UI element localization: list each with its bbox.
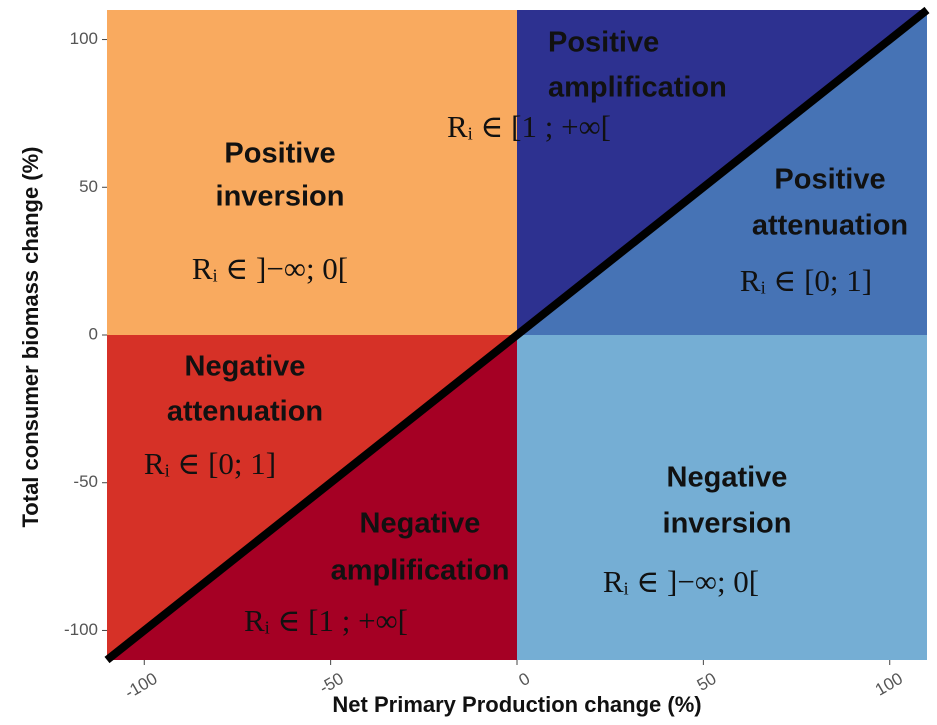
region-name: Negative bbox=[667, 462, 788, 494]
region-name: Positive bbox=[774, 164, 885, 196]
y-tick-label: -50 bbox=[73, 472, 98, 491]
region-ratio: Rᵢ ∈ [1 ; +∞[ bbox=[447, 109, 611, 144]
region-name: inversion bbox=[663, 508, 792, 540]
y-tick-label: -100 bbox=[64, 620, 98, 639]
region-ratio: Rᵢ ∈ ]−∞; 0[ bbox=[192, 251, 348, 286]
region-name: attenuation bbox=[167, 396, 323, 428]
x-tick-label: -100 bbox=[122, 669, 161, 702]
region-ratio: Rᵢ ∈ [0; 1] bbox=[740, 263, 872, 298]
region-name: Positive bbox=[548, 27, 659, 59]
region-name: amplification bbox=[548, 72, 727, 104]
region bbox=[517, 335, 927, 660]
x-axis-title: Net Primary Production change (%) bbox=[332, 692, 701, 717]
region-ratio: Rᵢ ∈ ]−∞; 0[ bbox=[603, 564, 759, 599]
region-ratio: Rᵢ ∈ [1 ; +∞[ bbox=[244, 603, 408, 638]
y-axis-title: Total consumer biomass change (%) bbox=[18, 146, 43, 527]
region-name: amplification bbox=[331, 555, 510, 587]
identity-line bbox=[104, 6, 930, 664]
region bbox=[107, 10, 517, 335]
plot-area bbox=[104, 6, 930, 664]
y-tick-label: 50 bbox=[79, 177, 98, 196]
x-tick-label: 100 bbox=[872, 669, 906, 700]
region-name: Negative bbox=[185, 351, 306, 383]
region-name: Positive bbox=[224, 138, 335, 170]
y-tick-label: 100 bbox=[70, 29, 98, 48]
region-name: attenuation bbox=[752, 210, 908, 242]
x-tick-label: 0 bbox=[516, 669, 534, 690]
region-ratio: Rᵢ ∈ [0; 1] bbox=[144, 446, 276, 481]
region-name: inversion bbox=[216, 181, 345, 213]
y-tick-label: 0 bbox=[89, 324, 98, 343]
region-name: Negative bbox=[360, 508, 481, 540]
